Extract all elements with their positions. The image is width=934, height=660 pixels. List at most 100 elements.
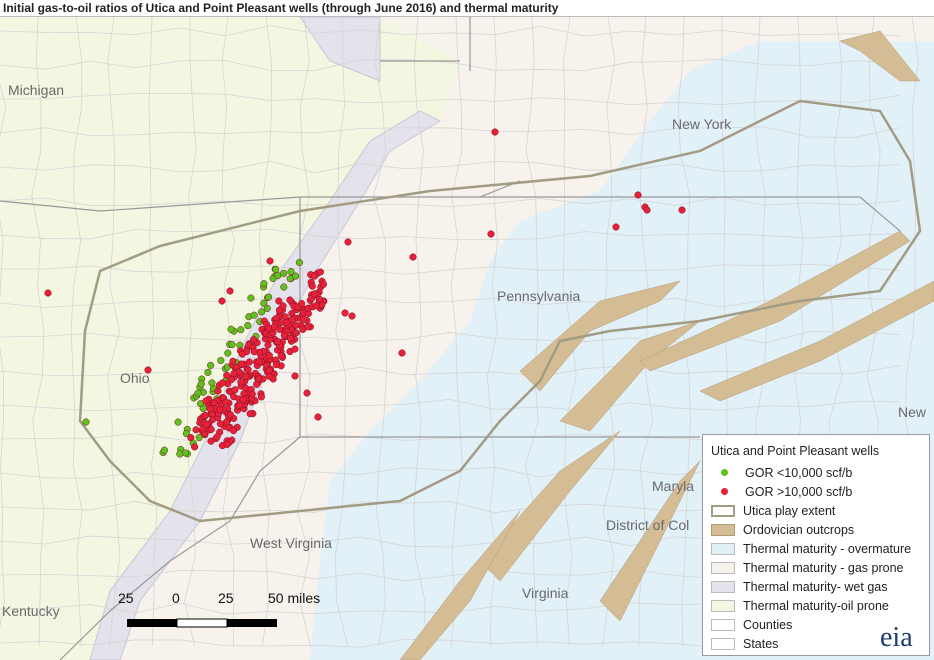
legend-item: GOR >10,000 scf/b <box>711 483 852 500</box>
legend-label: Ordovician outcrops <box>743 522 855 537</box>
legend-item: Thermal maturity - gas prone <box>711 559 903 576</box>
legend-swatch <box>711 561 735 574</box>
well-high-gor <box>226 411 234 419</box>
well-high-gor <box>643 206 651 214</box>
legend-item: Thermal maturity - overmature <box>711 540 911 557</box>
well-low-gor <box>182 429 190 438</box>
scale-bar <box>127 618 277 628</box>
well-high-gor <box>678 206 686 214</box>
well-high-gor <box>44 289 52 297</box>
well-high-gor <box>409 253 417 261</box>
legend-dot-icon <box>721 469 728 476</box>
well-high-gor <box>187 434 195 442</box>
label-west-virginia: West Virginia <box>250 535 332 551</box>
well-low-gor <box>260 299 268 307</box>
well-high-gor <box>398 349 406 357</box>
label-pennsylvania: Pennsylvania <box>497 288 580 304</box>
well-low-gor <box>263 304 271 312</box>
well-high-gor <box>303 389 311 397</box>
well-high-gor <box>223 440 231 448</box>
well-high-gor <box>246 410 254 418</box>
well-high-gor <box>348 312 356 320</box>
state-lines <box>0 17 901 660</box>
wells-layer <box>44 128 686 458</box>
legend-swatch <box>711 599 735 612</box>
well-high-gor <box>634 191 642 199</box>
well-low-gor <box>265 293 273 301</box>
well-high-gor <box>312 301 321 309</box>
well-high-gor <box>218 379 226 387</box>
legend-title: Utica and Point Pleasant wells <box>711 444 880 458</box>
well-high-gor <box>257 393 265 401</box>
well-high-gor <box>304 323 312 331</box>
well-high-gor <box>237 360 245 368</box>
well-high-gor <box>283 319 291 327</box>
well-high-gor <box>344 238 352 246</box>
legend-swatch <box>711 637 735 650</box>
ordovician-outcrops <box>399 30 934 660</box>
label-new-york: New York <box>672 116 732 132</box>
well-high-gor <box>248 390 256 398</box>
well-high-gor <box>265 372 273 380</box>
legend-label: Thermal maturity - gas prone <box>743 560 904 575</box>
well-high-gor <box>222 398 230 406</box>
well-high-gor <box>144 366 152 374</box>
legend-item: Thermal maturity- wet gas <box>711 578 887 595</box>
map-title: Initial gas-to-oil ratios of Utica and P… <box>3 1 559 15</box>
label-maryland: Maryla <box>652 478 694 494</box>
well-high-gor <box>315 295 324 303</box>
legend-item: States <box>711 635 778 652</box>
scale-label: 50 miles <box>268 590 321 606</box>
legend-swatch <box>711 523 735 536</box>
well-high-gor <box>288 316 296 324</box>
well-low-gor <box>272 265 280 274</box>
well-high-gor <box>223 418 231 426</box>
well-high-gor <box>316 268 324 276</box>
utica-play-extent <box>78 99 922 523</box>
well-high-gor <box>264 341 272 349</box>
well-high-gor <box>270 323 279 331</box>
well-high-gor <box>277 352 285 360</box>
legend-item: Thermal maturity-oil prone <box>711 597 889 614</box>
well-high-gor <box>308 282 316 290</box>
well-low-gor <box>197 380 205 388</box>
well-high-gor <box>292 321 300 329</box>
well-high-gor <box>206 405 214 413</box>
label-michigan: Michigan <box>8 82 64 98</box>
eia-logo: eia <box>880 622 913 653</box>
well-high-gor <box>244 366 252 374</box>
well-high-gor <box>226 287 234 295</box>
well-low-gor <box>204 368 212 376</box>
legend-swatch <box>711 580 735 593</box>
well-high-gor <box>192 426 200 434</box>
well-high-gor <box>299 315 307 323</box>
well-high-gor <box>341 309 349 317</box>
legend-swatch <box>711 618 735 631</box>
well-high-gor <box>227 376 235 384</box>
well-high-gor <box>286 296 294 304</box>
well-high-gor <box>218 297 226 305</box>
well-high-gor <box>238 350 246 358</box>
well-high-gor <box>275 297 283 305</box>
well-high-gor <box>311 272 319 280</box>
legend-swatch <box>711 542 735 555</box>
legend-label: Counties <box>743 617 793 632</box>
legend-dot-icon <box>721 488 728 495</box>
well-high-gor <box>203 420 211 428</box>
well-high-gor <box>223 371 231 379</box>
well-high-gor <box>265 352 273 360</box>
well-high-gor <box>291 345 299 353</box>
well-low-gor <box>174 418 182 426</box>
well-low-gor <box>228 341 236 349</box>
well-high-gor <box>298 300 306 308</box>
well-high-gor <box>311 290 319 298</box>
well-low-gor <box>82 418 90 426</box>
well-high-gor <box>612 223 620 231</box>
legend-label: Utica play extent <box>743 503 836 518</box>
well-high-gor <box>292 329 300 337</box>
legend-label: States <box>743 636 779 651</box>
well-low-gor <box>292 272 300 280</box>
legend: Utica and Point Pleasant wells GOR <10,0… <box>702 434 930 656</box>
well-high-gor <box>214 387 222 395</box>
well-low-gor <box>176 450 184 458</box>
